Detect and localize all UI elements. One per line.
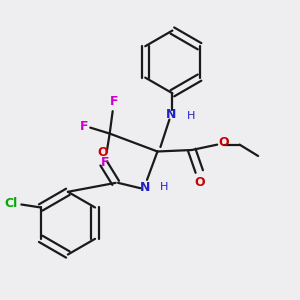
Text: N: N: [166, 108, 176, 121]
Text: Cl: Cl: [4, 196, 18, 209]
Text: F: F: [80, 120, 88, 133]
Text: O: O: [97, 146, 107, 159]
Text: H: H: [187, 111, 195, 121]
Text: F: F: [101, 156, 110, 169]
Text: O: O: [218, 136, 229, 149]
Text: O: O: [195, 176, 205, 189]
Text: H: H: [160, 182, 168, 192]
Text: N: N: [140, 182, 151, 194]
Text: F: F: [110, 94, 118, 108]
